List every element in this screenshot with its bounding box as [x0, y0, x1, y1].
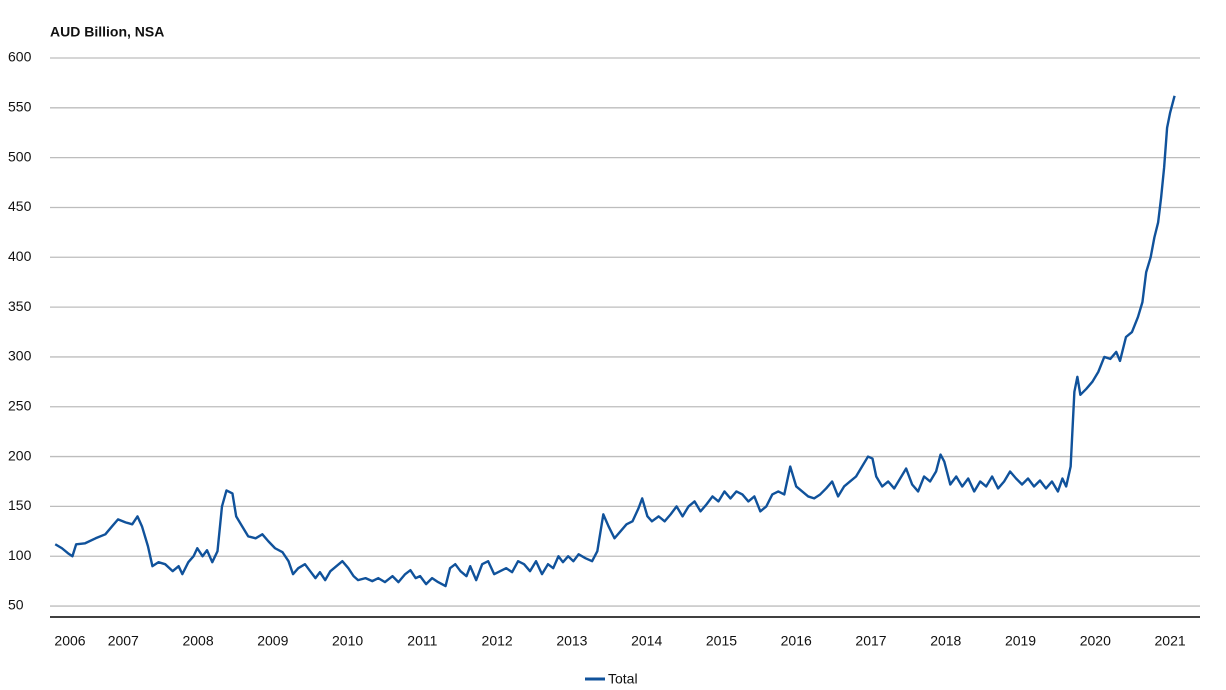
x-tick-label: 2008 — [182, 633, 213, 649]
x-tick-label: 2016 — [781, 633, 812, 649]
y-tick-label: 500 — [8, 148, 32, 164]
y-tick-label: 550 — [8, 99, 32, 115]
chart-title: AUD Billion, NSA — [50, 24, 164, 40]
y-tick-label: 600 — [8, 49, 32, 65]
y-tick-label: 300 — [8, 348, 32, 364]
x-tick-label: 2019 — [1005, 633, 1036, 649]
y-tick-label: 400 — [8, 248, 32, 264]
x-tick-label: 2009 — [257, 633, 288, 649]
y-tick-label: 250 — [8, 397, 32, 413]
x-tick-label: 2013 — [556, 633, 587, 649]
y-tick-label: 350 — [8, 298, 32, 314]
legend-label: Total — [608, 671, 638, 687]
x-tick-label: 2010 — [332, 633, 363, 649]
x-tick-label: 2015 — [706, 633, 737, 649]
x-tick-label: 2018 — [930, 633, 961, 649]
x-tick-label: 2007 — [108, 633, 139, 649]
y-tick-label: 200 — [8, 447, 32, 463]
x-tick-label: 2020 — [1080, 633, 1111, 649]
x-tick-label: 2021 — [1155, 633, 1186, 649]
y-tick-label: 50 — [8, 597, 24, 613]
y-tick-label: 450 — [8, 198, 32, 214]
x-tick-label: 2017 — [855, 633, 886, 649]
y-tick-label: 150 — [8, 497, 32, 513]
y-tick-label: 100 — [8, 547, 32, 563]
x-tick-label: 2012 — [482, 633, 513, 649]
x-tick-label: 2006 — [54, 633, 85, 649]
line-series — [54, 95, 1176, 588]
x-tick-label: 2011 — [407, 633, 437, 649]
x-tick-label: 2014 — [631, 633, 662, 649]
